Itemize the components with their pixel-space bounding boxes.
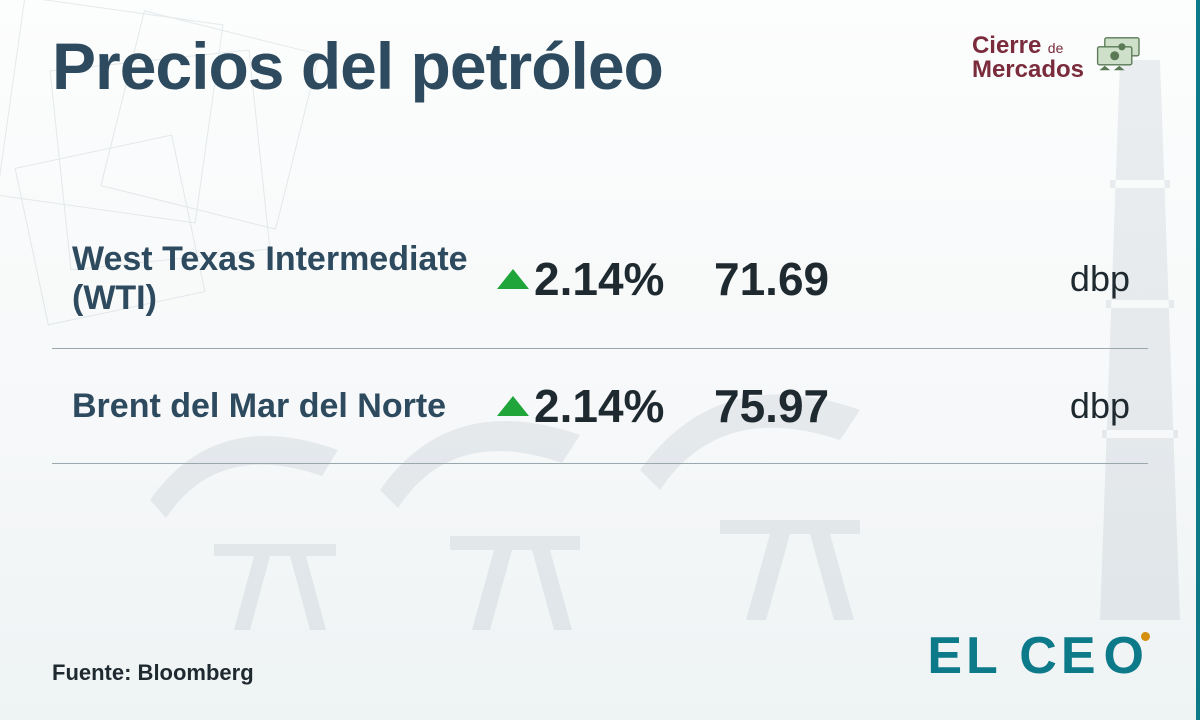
- footer: Fuente: Bloomberg EL CEO: [52, 626, 1148, 686]
- header: Precios del petróleo Cierre de Mercados: [52, 28, 1148, 104]
- badge-line1: Cierre: [972, 32, 1041, 59]
- table-row: Brent del Mar del Norte 2.14% 75.97 dbp: [52, 349, 1148, 464]
- source-label: Fuente: Bloomberg: [52, 660, 254, 686]
- badge-line2: Mercados: [972, 58, 1084, 82]
- arrow-up-icon: [497, 269, 529, 289]
- price-table: West Texas Intermediate (WTI) 2.14% 71.6…: [52, 210, 1148, 464]
- badge-text: Cierre de Mercados: [972, 34, 1084, 82]
- direction-cell: [492, 396, 534, 416]
- brand-logo: EL CEO: [927, 626, 1148, 686]
- logo-dot-icon: [1141, 632, 1150, 641]
- arrow-up-icon: [497, 396, 529, 416]
- infographic-canvas: Precios del petróleo Cierre de Mercados: [0, 0, 1200, 720]
- commodity-name: West Texas Intermediate (WTI): [52, 240, 492, 318]
- commodity-name: Brent del Mar del Norte: [52, 387, 492, 426]
- unit-label: dbp: [954, 258, 1148, 300]
- badge-de: de: [1048, 40, 1064, 56]
- change-percent: 2.14%: [534, 252, 714, 306]
- unit-label: dbp: [954, 385, 1148, 427]
- logo-prefix: EL CE: [927, 626, 1099, 686]
- table-row: West Texas Intermediate (WTI) 2.14% 71.6…: [52, 210, 1148, 349]
- money-icon: [1094, 34, 1148, 79]
- market-close-badge: Cierre de Mercados: [972, 34, 1148, 82]
- price-value: 71.69: [714, 252, 954, 306]
- change-percent: 2.14%: [534, 379, 714, 433]
- page-title: Precios del petróleo: [52, 28, 663, 104]
- price-value: 75.97: [714, 379, 954, 433]
- direction-cell: [492, 269, 534, 289]
- logo-o-wrap: O: [1104, 626, 1148, 686]
